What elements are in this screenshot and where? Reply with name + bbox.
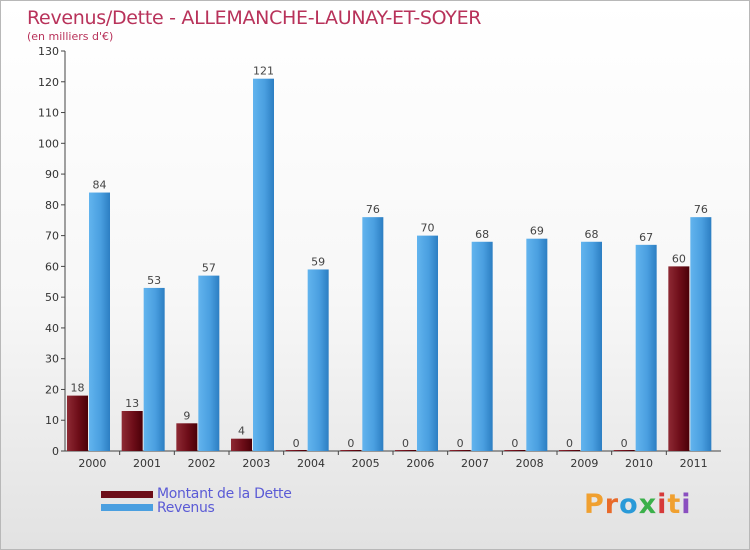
label-dette-2005: 0 [347, 437, 354, 450]
y-tick-label: 30 [45, 353, 59, 366]
bar-revenus-2005 [362, 217, 384, 451]
logo-letter: o [619, 489, 639, 520]
x-tick-label: 2011 [680, 457, 708, 470]
legend-swatch-dette [101, 491, 153, 498]
label-dette-2011: 60 [672, 252, 686, 265]
bars [67, 78, 712, 452]
x-tick-label: 2004 [297, 457, 325, 470]
y-tick-label: 80 [45, 199, 59, 212]
bar-dette-2001 [121, 411, 143, 451]
y-tick-label: 100 [38, 137, 59, 150]
label-dette-2000: 18 [71, 382, 85, 395]
label-dette-2006: 0 [402, 437, 409, 450]
bar-revenus-2008 [526, 238, 548, 451]
x-tick-label: 2001 [133, 457, 161, 470]
bar-revenus-2011 [690, 217, 712, 451]
logo-letter: P [584, 489, 605, 520]
bar-revenus-2010 [635, 244, 657, 451]
bar-revenus-2004 [307, 269, 329, 451]
bar-dette-2004 [285, 450, 307, 451]
x-tick-label: 2003 [242, 457, 270, 470]
value-labels: 18 13 9 4 0 0 0 0 0 0 0 60 84 53 57 121 59 76 70 68 69 68 67 76 [71, 65, 708, 450]
x-tick-label: 2008 [516, 457, 544, 470]
y-tick-label: 60 [45, 260, 59, 273]
y-tick-label: 0 [52, 445, 59, 458]
label-dette-2009: 0 [566, 437, 573, 450]
label-revenus-2009: 68 [585, 228, 599, 241]
legend-swatch-revenus [101, 504, 153, 511]
bar-revenus-2009 [581, 241, 602, 451]
label-revenus-2005: 76 [366, 203, 380, 216]
proxiti-logo: Proxiti [584, 489, 692, 520]
bar-dette-2009 [559, 450, 580, 451]
logo-letter: i [681, 489, 692, 520]
label-dette-2001: 13 [125, 397, 139, 410]
y-tick-label: 120 [38, 76, 59, 89]
bar-dette-2008 [504, 450, 526, 451]
bar-revenus-2003 [253, 78, 274, 451]
bar-revenus-2006 [417, 235, 438, 451]
x-tick-label: 2006 [406, 457, 434, 470]
y-tick-label: 50 [45, 291, 59, 304]
bar-dette-2011 [668, 266, 690, 451]
label-dette-2004: 0 [293, 437, 300, 450]
y-tick-label: 20 [45, 383, 59, 396]
label-dette-2003: 4 [238, 425, 245, 438]
bar-dette-2007 [449, 450, 471, 451]
label-revenus-2007: 68 [475, 228, 489, 241]
bar-dette-2003 [231, 438, 252, 451]
y-tick-label: 70 [45, 230, 59, 243]
label-revenus-2002: 57 [202, 262, 216, 275]
bar-revenus-2002 [198, 275, 220, 451]
bar-revenus-2000 [89, 192, 110, 452]
label-dette-2008: 0 [511, 437, 518, 450]
y-tick-label: 130 [38, 45, 59, 58]
bar-dette-2010 [613, 450, 635, 451]
label-revenus-2003: 121 [253, 65, 274, 78]
y-tick-label: 40 [45, 322, 59, 335]
bar-revenus-2001 [143, 287, 165, 451]
label-dette-2010: 0 [621, 437, 628, 450]
label-revenus-2010: 67 [639, 231, 653, 244]
bar-dette-2006 [395, 450, 416, 451]
logo-letter: x [638, 489, 658, 520]
x-tick-label: 2002 [188, 457, 216, 470]
label-dette-2007: 0 [457, 437, 464, 450]
bar-revenus-2007 [471, 241, 493, 451]
logo-letter: i [657, 489, 668, 520]
bar-dette-2005 [340, 450, 362, 451]
legend-label-revenus: Revenus [157, 500, 215, 516]
y-tick-label: 110 [38, 107, 59, 120]
logo-letter: t [667, 489, 682, 520]
bar-dette-2000 [67, 395, 88, 451]
x-tick-label: 2009 [570, 457, 598, 470]
label-revenus-2001: 53 [147, 274, 161, 287]
label-dette-2002: 9 [183, 409, 190, 422]
x-tick-label: 2000 [78, 457, 106, 470]
label-revenus-2006: 70 [421, 222, 435, 235]
y-tick-label: 10 [45, 414, 59, 427]
label-revenus-2008: 69 [530, 225, 544, 238]
y-tick-label: 90 [45, 168, 59, 181]
bar-dette-2002 [176, 423, 198, 451]
label-revenus-2004: 59 [311, 255, 325, 268]
x-tick-label: 2010 [625, 457, 653, 470]
x-tick-label: 2007 [461, 457, 489, 470]
x-tick-label: 2005 [352, 457, 380, 470]
logo-letter: r [604, 489, 620, 520]
label-revenus-2011: 76 [694, 203, 708, 216]
chart-subtitle: (en milliers d'€) [27, 30, 114, 43]
label-revenus-2000: 84 [93, 179, 107, 192]
legend-label-dette: Montant de la Dette [157, 486, 292, 502]
chart-title: Revenus/Dette - ALLEMANCHE-LAUNAY-ET-SOY… [27, 7, 482, 29]
